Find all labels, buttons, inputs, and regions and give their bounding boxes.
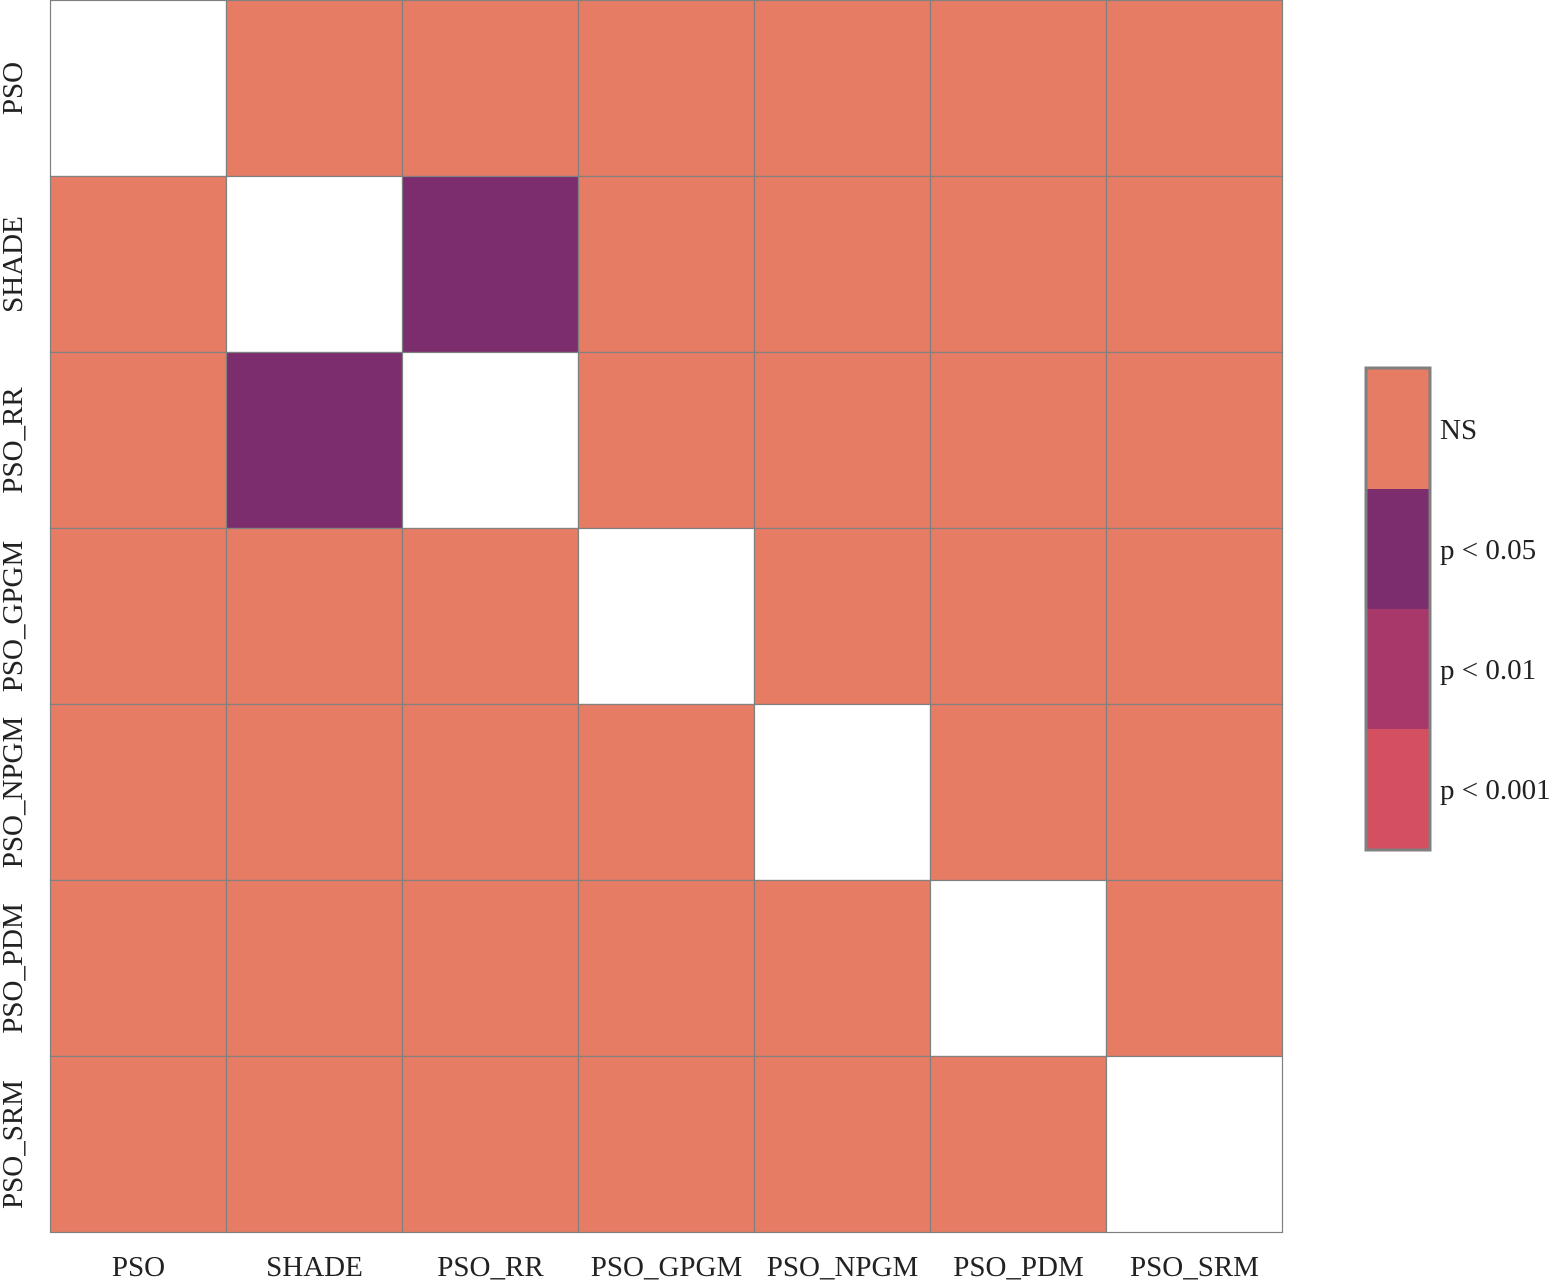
heatmap-cell-pso-srm-shade [225, 1055, 404, 1234]
heatmap-cell-pso-gpgm-pso-npgm [753, 527, 932, 706]
heatmap-cell-pso-rr-shade [225, 351, 404, 530]
heatmap-cell-pso-gpgm-shade [225, 527, 404, 706]
y-tick-label-pso: PSO [0, 62, 29, 115]
y-tick-label-pso-pdm: PSO_PDM [0, 903, 29, 1034]
y-tick-label-pso-npgm: PSO_NPGM [0, 717, 29, 869]
legend-swatch-p-0-05 [1367, 489, 1429, 609]
heatmap-cell-pso-pso-gpgm [577, 0, 756, 178]
x-tick-label-shade: SHADE [266, 1251, 363, 1282]
legend-swatch-p-0-001 [1367, 729, 1429, 849]
x-tick-label-pso-npgm: PSO_NPGM [767, 1251, 919, 1282]
legend-label-p-0-001: p < 0.001 [1440, 774, 1551, 806]
x-axis-tick-labels: PSO SHADE PSO_RR PSO_GPGM PSO_NPGM PSO_PDM PSO… [112, 1251, 1259, 1282]
legend-label-ns: NS [1440, 414, 1477, 446]
heatmap-cell-pso-pdm-pso-gpgm [577, 879, 756, 1058]
legend: NS p < 0.05 p < 0.01 p < 0.001 [1364, 366, 1551, 852]
heatmap-cell-pso-srm-pso-rr [401, 1055, 580, 1234]
heatmap-cell-pso-pdm-pso-rr [401, 879, 580, 1058]
heatmap-cell-pso-rr-pso-srm [1105, 351, 1284, 530]
x-tick-label-pso-rr: PSO_RR [437, 1251, 544, 1282]
heatmap-cell-pso-gpgm-pso-rr [401, 527, 580, 706]
heatmap-cell-pso-srm-pso-pdm [929, 1055, 1108, 1234]
heatmap-cell-pso-rr-pso [49, 351, 228, 530]
heatmap-cell-pso-npgm-pso-gpgm [577, 703, 756, 882]
legend-border [1364, 366, 1432, 852]
x-tick-label-pso: PSO [112, 1251, 165, 1282]
legend-label-p-0-05: p < 0.05 [1440, 534, 1536, 566]
x-tick-label-pso-gpgm: PSO_GPGM [591, 1251, 743, 1282]
y-tick-label-shade: SHADE [0, 216, 29, 313]
heatmap-cell-pso-pso-srm [1105, 0, 1284, 178]
heatmap-cell-pso-npgm-pso-npgm [753, 703, 932, 882]
heatmap-cell-pso-srm-pso-gpgm [577, 1055, 756, 1234]
heatmap-cell-pso-gpgm-pso-gpgm [577, 527, 756, 706]
legend-swatch-p-0-01 [1367, 609, 1429, 729]
heatmap-cell-pso-pso-pdm [929, 0, 1108, 178]
heatmap-cell-pso-npgm-pso-srm [1105, 703, 1284, 882]
heatmap-cell-pso-pdm-pso [49, 879, 228, 1058]
heatmap-cell-pso-gpgm-pso-pdm [929, 527, 1108, 706]
heatmap-cell-pso-pdm-pso-npgm [753, 879, 932, 1058]
heatmap-cell-pso-pso-rr [401, 0, 580, 178]
heatmap-cells [49, 0, 1284, 1234]
y-tick-label-pso-rr: PSO_RR [0, 387, 29, 494]
heatmap-cell-pso-pso [49, 0, 228, 178]
heatmap-cell-shade-shade [225, 175, 404, 354]
y-axis-tick-labels: PSO SHADE PSO_RR PSO_GPGM PSO_NPGM PSO_PDM PSO… [0, 62, 29, 1209]
heatmap-cell-pso-rr-pso-npgm [753, 351, 932, 530]
heatmap-cell-shade-pso-gpgm [577, 175, 756, 354]
y-tick-label-pso-srm: PSO_SRM [0, 1080, 29, 1209]
heatmap-cell-pso-srm-pso-npgm [753, 1055, 932, 1234]
heatmap-cell-pso-rr-pso-pdm [929, 351, 1108, 530]
legend-label-p-0-01: p < 0.01 [1440, 654, 1536, 686]
legend-swatch-ns [1367, 369, 1429, 489]
heatmap-cell-pso-pdm-shade [225, 879, 404, 1058]
heatmap-cell-pso-pdm-pso-pdm [929, 879, 1108, 1058]
heatmap-cell-pso-rr-pso-rr [401, 351, 580, 530]
heatmap-cell-pso-npgm-pso-pdm [929, 703, 1108, 882]
heatmap-cell-pso-gpgm-pso-srm [1105, 527, 1284, 706]
heatmap-cell-shade-pso-srm [1105, 175, 1284, 354]
heatmap-cell-shade-pso [49, 175, 228, 354]
heatmap-cell-pso-pdm-pso-srm [1105, 879, 1284, 1058]
heatmap-cell-pso-npgm-pso [49, 703, 228, 882]
heatmap-cell-pso-npgm-pso-rr [401, 703, 580, 882]
heatmap-cell-pso-npgm-shade [225, 703, 404, 882]
y-tick-label-pso-gpgm: PSO_GPGM [0, 541, 29, 693]
heatmap-cell-shade-pso-rr [401, 175, 580, 354]
heatmap-cell-pso-srm-pso [49, 1055, 228, 1234]
heatmap-cell-pso-srm-pso-srm [1105, 1055, 1284, 1234]
heatmap-cell-pso-gpgm-pso [49, 527, 228, 706]
x-tick-label-pso-srm: PSO_SRM [1130, 1251, 1259, 1282]
heatmap-cell-shade-pso-npgm [753, 175, 932, 354]
heatmap-cell-pso-rr-pso-gpgm [577, 351, 756, 530]
heatmap-cell-shade-pso-pdm [929, 175, 1108, 354]
x-tick-label-pso-pdm: PSO_PDM [953, 1251, 1084, 1282]
heatmap-cell-pso-pso-npgm [753, 0, 932, 178]
heatmap-cell-pso-shade [225, 0, 404, 178]
